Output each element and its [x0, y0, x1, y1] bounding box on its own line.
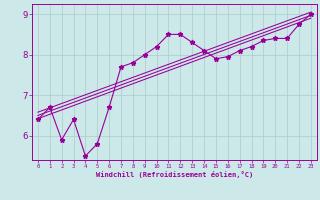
X-axis label: Windchill (Refroidissement éolien,°C): Windchill (Refroidissement éolien,°C) [96, 171, 253, 178]
